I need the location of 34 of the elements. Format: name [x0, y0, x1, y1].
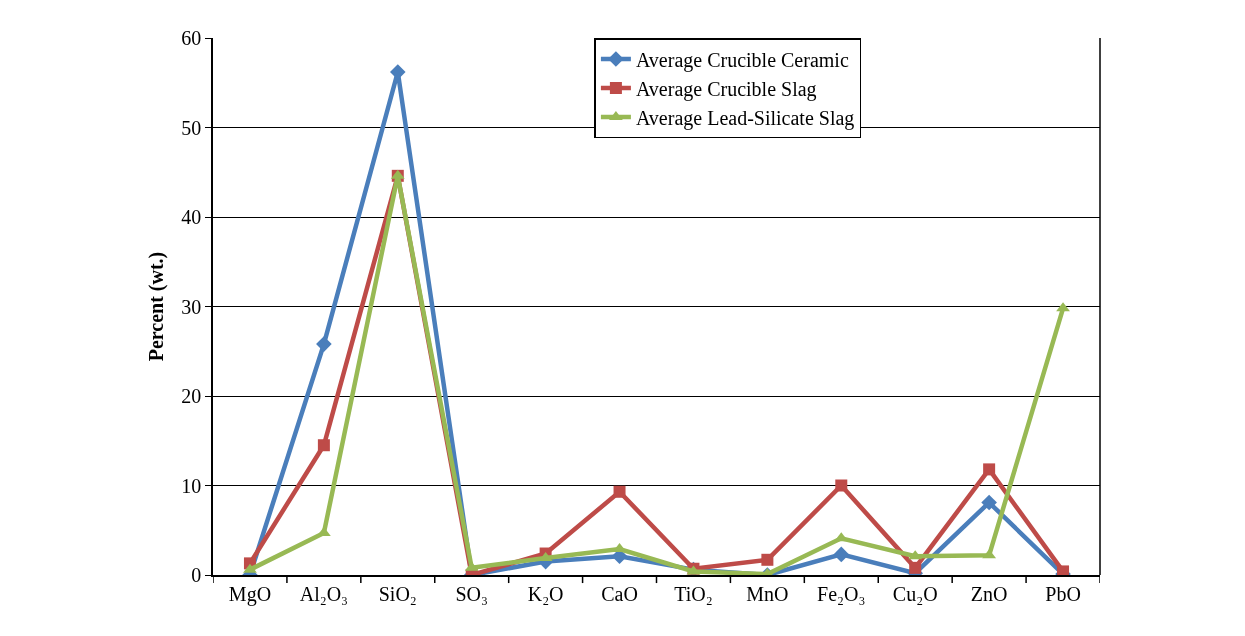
legend-label: Average Lead-Silicate Slag	[635, 106, 855, 130]
point	[317, 439, 330, 452]
y-tick-label: 40	[181, 206, 202, 228]
x-tick-label: CaO	[601, 582, 638, 605]
y-tick-label: 20	[181, 385, 202, 407]
y-tick-label: 10	[181, 474, 202, 497]
point	[613, 485, 626, 498]
point	[761, 553, 774, 566]
x-tick-label: TiO₂	[674, 582, 713, 605]
x-tick-label: Fe₂O₃	[817, 582, 866, 605]
point	[833, 546, 850, 563]
x-tick-label: K₂O	[527, 582, 564, 605]
x-tick-label: Al₂O₃	[299, 582, 349, 605]
legend-label: Average Crucible Ceramic	[635, 48, 849, 72]
point	[909, 561, 922, 574]
y-tick-label: 0	[191, 564, 202, 586]
x-tick-label: Cu₂O	[892, 582, 938, 605]
x-tick-label: SO₃	[455, 582, 488, 605]
x-tick-label: PbO	[1045, 582, 1081, 605]
x-tick-label: MgO	[228, 582, 272, 606]
point	[1056, 302, 1070, 312]
y-tick-label: 50	[181, 116, 202, 139]
point	[243, 563, 257, 573]
point	[981, 494, 997, 511]
y-tick-label: 60	[181, 27, 202, 49]
point	[983, 463, 996, 476]
x-tick-label: SiO₂	[378, 582, 417, 605]
y-axis-title: Percent (wt.)	[144, 251, 168, 362]
y-tick-label: 30	[181, 295, 202, 318]
legend-label: Average Crucible Slag	[635, 77, 817, 101]
x-tick-label: MnO	[746, 582, 789, 605]
point	[316, 336, 332, 352]
point	[835, 479, 848, 492]
x-tick-label: ZnO	[970, 582, 1008, 605]
